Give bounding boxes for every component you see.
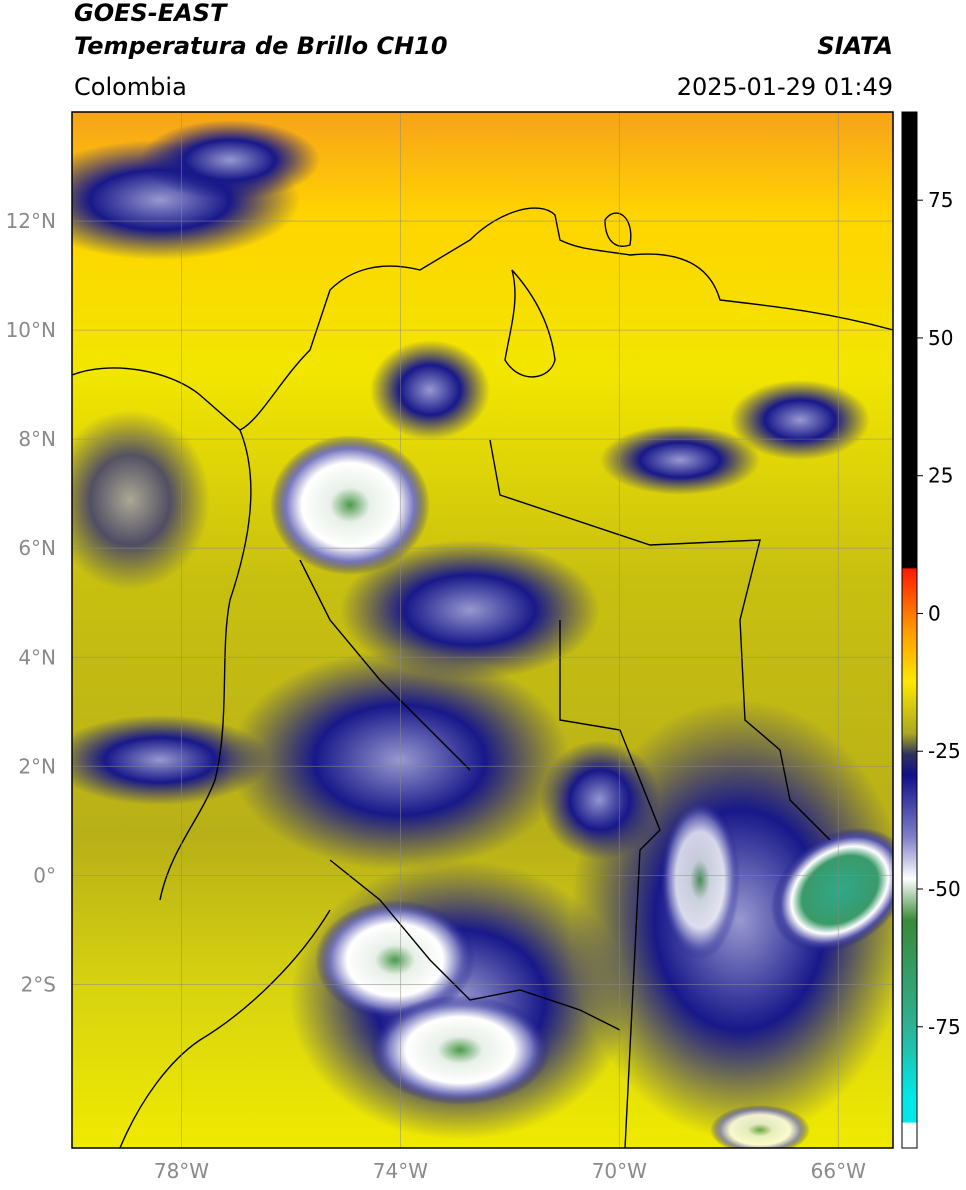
coastline bbox=[72, 207, 893, 431]
lat-tick-label: 12°N bbox=[6, 209, 56, 233]
border bbox=[159, 429, 252, 901]
lon-tick-label: 74°W bbox=[373, 1159, 428, 1183]
map-frame bbox=[71, 111, 894, 1149]
colorbar-tick-label: -25 bbox=[928, 739, 961, 763]
title: GOES-EAST bbox=[74, 0, 228, 27]
colorbar-tick-label: 75 bbox=[928, 188, 953, 212]
lat-tick-label: 10°N bbox=[6, 318, 56, 342]
lat-tick-label: 0° bbox=[33, 863, 56, 887]
subtitle: Temperatura de Brillo CH10 bbox=[74, 32, 448, 60]
lon-tick-label: 70°W bbox=[592, 1159, 647, 1183]
datetime: 2025-01-29 01:49 bbox=[677, 73, 893, 101]
colorbar-tick-label: 50 bbox=[928, 326, 953, 350]
satellite-image bbox=[72, 112, 893, 1148]
colorbar-tick-label: 25 bbox=[928, 464, 953, 488]
lon-tick-label: 78°W bbox=[154, 1159, 209, 1183]
colorbar bbox=[901, 111, 918, 1149]
lon-tick-label: 66°W bbox=[811, 1159, 866, 1183]
lat-tick-label: 2°S bbox=[21, 972, 56, 996]
lat-tick-label: 2°N bbox=[18, 754, 56, 778]
lat-tick-label: 4°N bbox=[18, 645, 56, 669]
colorbar-tick-label: -50 bbox=[928, 877, 961, 901]
region: Colombia bbox=[74, 73, 187, 101]
lat-tick-label: 8°N bbox=[18, 427, 56, 451]
graticule bbox=[72, 112, 893, 1148]
source: SIATA bbox=[817, 32, 893, 60]
lat-tick-label: 6°N bbox=[18, 536, 56, 560]
colorbar-tick-label: -75 bbox=[928, 1015, 961, 1039]
colorbar-tick-label: 0 bbox=[928, 601, 941, 625]
